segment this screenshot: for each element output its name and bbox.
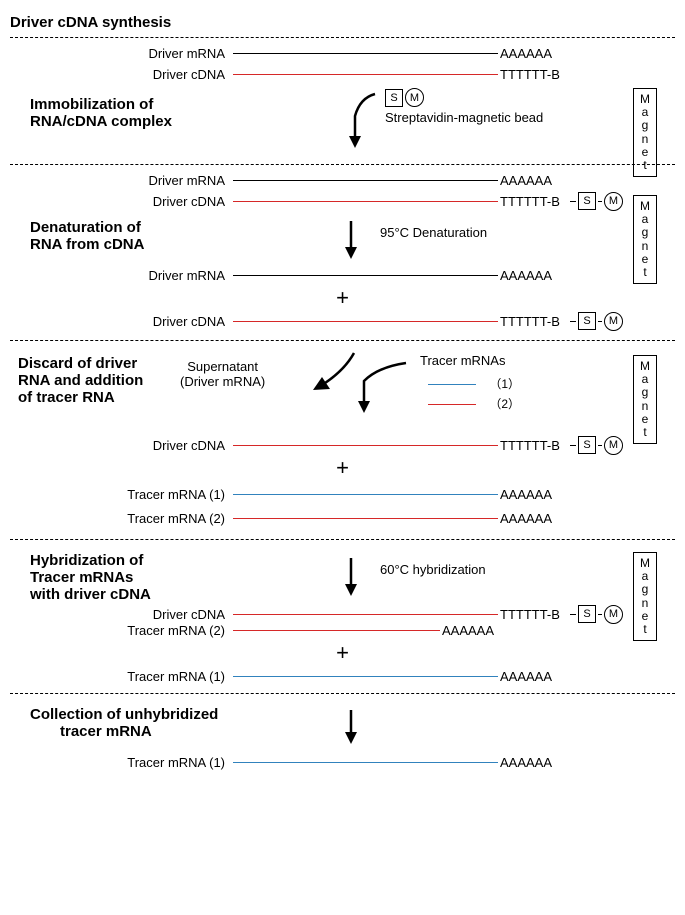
tracer-strand-1 bbox=[233, 762, 498, 763]
section-title: Driver cDNA synthesis bbox=[10, 14, 675, 31]
cdna-strand bbox=[233, 321, 498, 322]
tracer-strand-1 bbox=[233, 494, 498, 495]
polyt-tail: TTTTTT-B bbox=[498, 314, 570, 329]
polya-tail: AAAAAA bbox=[498, 669, 570, 684]
arrow-caption: 60°C hybridization bbox=[380, 562, 486, 577]
bead-legend: S M bbox=[385, 88, 424, 107]
divider bbox=[10, 340, 675, 341]
section-title: Collection of unhybridized tracer mRNA bbox=[30, 706, 218, 740]
magbead-icon: M bbox=[604, 312, 623, 331]
mrna-strand bbox=[233, 275, 498, 276]
stage-discard-header: Discard of driver RNA and addition of tr… bbox=[10, 347, 675, 433]
flow-arrow bbox=[315, 90, 395, 152]
stage-1: Driver mRNA AAAAAA Driver cDNA TTTTTT-B bbox=[10, 44, 675, 83]
tracer-strand-1 bbox=[233, 676, 498, 677]
legend-line-1 bbox=[428, 384, 476, 385]
strand-label: Tracer mRNA (1) bbox=[10, 487, 233, 502]
arrow-caption: Streptavidin-magnetic bead bbox=[385, 110, 543, 125]
streptavidin-icon: S bbox=[385, 89, 403, 107]
polya-tail: AAAAAA bbox=[498, 487, 570, 502]
section-title: Immobilization of RNA/cDNA complex bbox=[30, 96, 172, 130]
cdna-strand bbox=[233, 201, 498, 202]
polya-tail: AAAAAA bbox=[498, 511, 570, 526]
strand-label: Tracer mRNA (1) bbox=[10, 755, 233, 770]
divider bbox=[10, 539, 675, 540]
flow-arrow bbox=[338, 556, 364, 598]
stage-3: Driver mRNA AAAAAA + Driver cDNA TTTTTT-… bbox=[10, 266, 675, 330]
tracer-legend: （2） bbox=[428, 395, 520, 412]
stage-5: Driver cDNA TTTTTT-B S M Tracer mRNA (2)… bbox=[10, 605, 675, 685]
plus-sign: + bbox=[10, 457, 675, 479]
strand-label: Tracer mRNA (2) bbox=[10, 511, 233, 526]
strand-label: Driver cDNA bbox=[10, 314, 233, 329]
arrow-caption: 95°C Denaturation bbox=[380, 225, 487, 240]
magnet-icon: Magnet bbox=[633, 88, 657, 177]
section-title: Hybridization of Tracer mRNAs with drive… bbox=[30, 552, 151, 603]
strand-label: Tracer mRNA (1) bbox=[10, 669, 233, 684]
mrna-strand bbox=[233, 53, 498, 54]
supernatant-label: Supernatant (Driver mRNA) bbox=[180, 359, 265, 389]
stage-denaturation-header: Denaturation of RNA from cDNA 95°C Denat… bbox=[10, 213, 675, 263]
stage-2: Driver mRNA AAAAAA Driver cDNA TTTTTT-B … bbox=[10, 171, 675, 210]
streptavidin-icon: S bbox=[578, 192, 596, 210]
streptavidin-icon: S bbox=[578, 605, 596, 623]
strand-label: Driver cDNA bbox=[10, 438, 233, 453]
mrna-strand bbox=[233, 180, 498, 181]
strand-label: Tracer mRNA (2) bbox=[10, 623, 233, 638]
polyt-tail: TTTTTT-B bbox=[498, 67, 570, 82]
divider bbox=[10, 164, 675, 165]
polya-tail: AAAAAA bbox=[498, 755, 570, 770]
tracer-legend: （1） bbox=[428, 375, 520, 392]
strand-label: Driver cDNA bbox=[10, 194, 233, 209]
stage-immobilization: Immobilization of RNA/cDNA complex S M S… bbox=[10, 86, 675, 158]
magbead-icon: M bbox=[604, 436, 623, 455]
strand-label: Driver cDNA bbox=[10, 67, 233, 82]
polya-tail: AAAAAA bbox=[498, 268, 570, 283]
streptavidin-icon: S bbox=[578, 436, 596, 454]
divider bbox=[10, 693, 675, 694]
strand-label: Driver cDNA bbox=[10, 607, 233, 622]
stage-hybridization-header: Hybridization of Tracer mRNAs with drive… bbox=[10, 546, 675, 602]
strand-label: Driver mRNA bbox=[10, 46, 233, 61]
plus-sign: + bbox=[10, 287, 675, 309]
cdna-strand bbox=[233, 445, 498, 446]
magbead-icon: M bbox=[405, 88, 424, 107]
cdna-strand bbox=[233, 614, 498, 615]
bead-attached: S M bbox=[570, 605, 623, 624]
cdna-strand bbox=[233, 74, 498, 75]
branching-arrow bbox=[282, 349, 442, 419]
polyt-tail: TTTTTT-B bbox=[498, 438, 570, 453]
magnet-icon: Magnet bbox=[633, 355, 657, 444]
magbead-icon: M bbox=[604, 192, 623, 211]
section-title: Denaturation of RNA from cDNA bbox=[30, 219, 144, 253]
polyt-tail: TTTTTT-B bbox=[498, 607, 570, 622]
strand-label: Driver mRNA bbox=[10, 268, 233, 283]
plus-sign: + bbox=[10, 642, 675, 664]
tracer-strand-2 bbox=[233, 630, 440, 631]
stage-4: Driver cDNA TTTTTT-B S M + Tracer mRNA (… bbox=[10, 436, 675, 527]
stage-6: Tracer mRNA (1) AAAAAA bbox=[10, 753, 675, 771]
polyt-tail: TTTTTT-B bbox=[498, 194, 570, 209]
flow-arrow bbox=[338, 708, 364, 746]
legend-line-2 bbox=[428, 404, 476, 405]
streptavidin-icon: S bbox=[578, 312, 596, 330]
polya-tail: AAAAAA bbox=[498, 46, 570, 61]
bead-attached: S M bbox=[570, 436, 623, 455]
stage-collection-header: Collection of unhybridized tracer mRNA bbox=[10, 700, 675, 750]
flow-arrow bbox=[338, 219, 364, 261]
polya-tail: AAAAAA bbox=[498, 173, 570, 188]
magbead-icon: M bbox=[604, 605, 623, 624]
divider bbox=[10, 37, 675, 38]
strand-label: Driver mRNA bbox=[10, 173, 233, 188]
section-title: Discard of driver RNA and addition of tr… bbox=[18, 355, 143, 406]
tracer-strand-2 bbox=[233, 518, 498, 519]
bead-attached: S M bbox=[570, 192, 623, 211]
tracer-legend-title: Tracer mRNAs bbox=[420, 353, 505, 368]
bead-attached: S M bbox=[570, 312, 623, 331]
